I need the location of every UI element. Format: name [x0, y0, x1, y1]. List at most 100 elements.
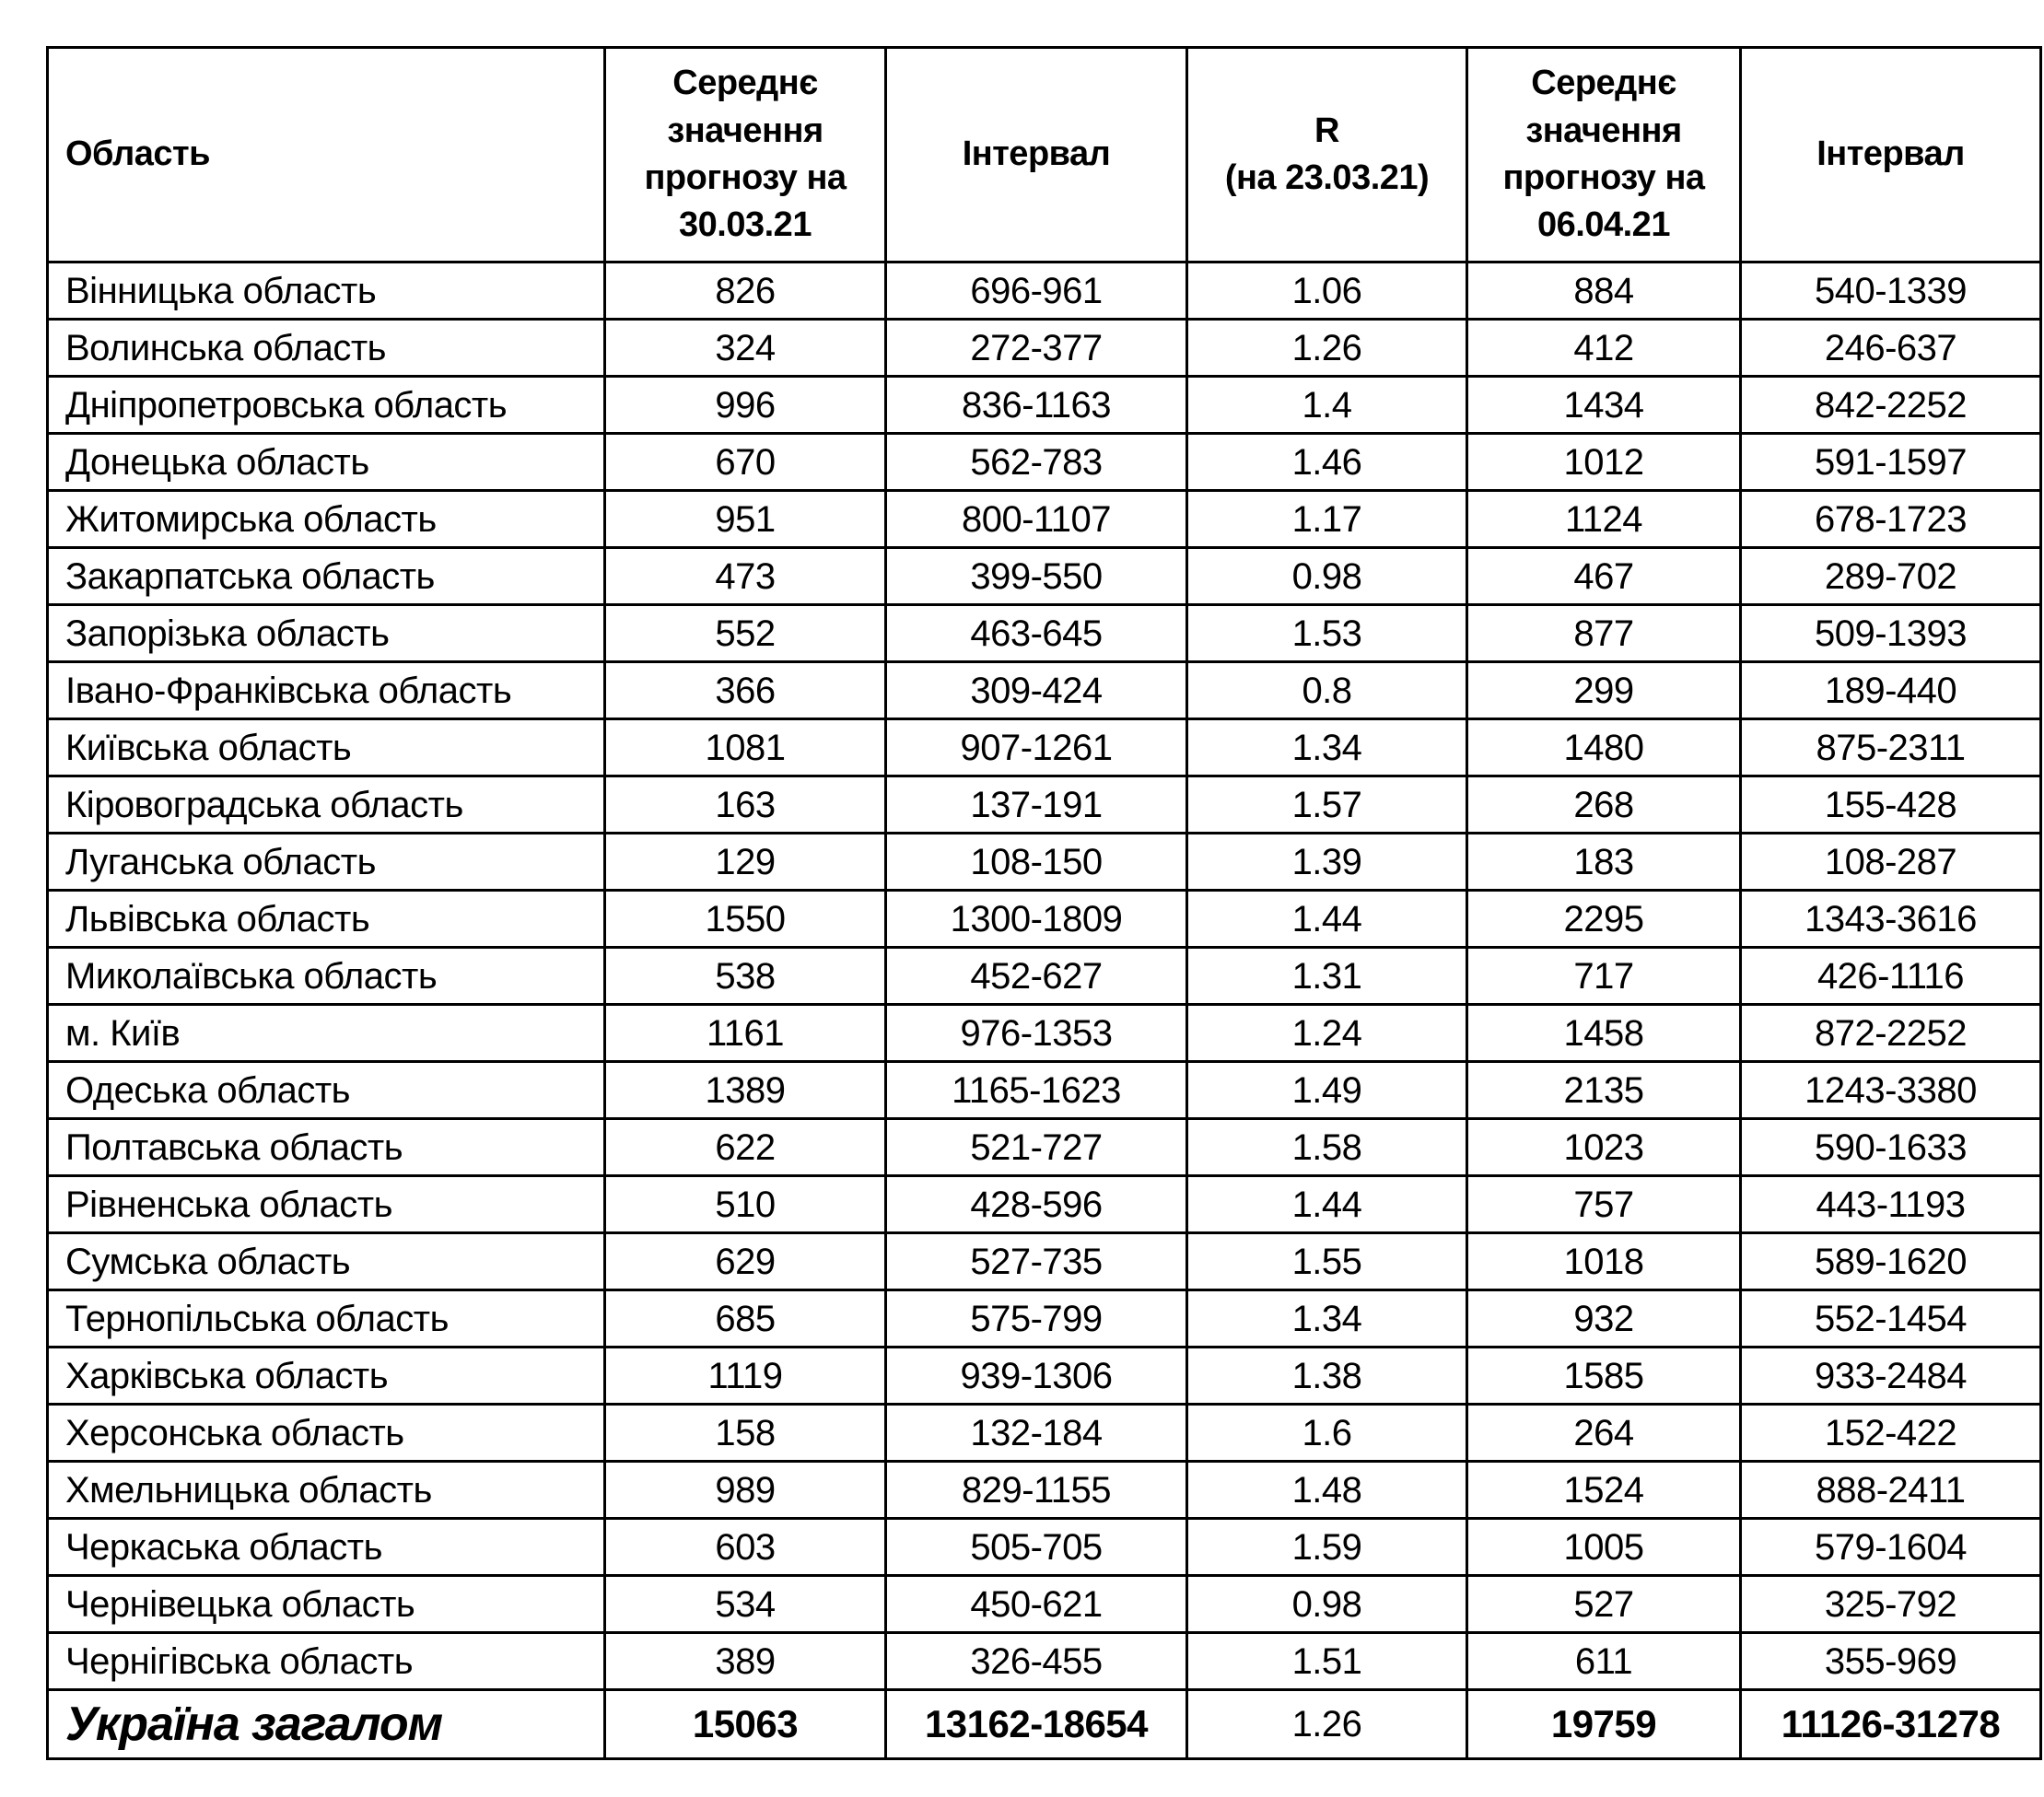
region-cell: Закарпатська область — [46, 546, 606, 606]
region-cell: Чернігівська область — [46, 1631, 606, 1691]
mean-30-03-cell: 163 — [603, 775, 887, 834]
table-row: Чернігівська область 389 326-455 1.51 611 355… — [46, 1631, 2042, 1691]
interval-06-04-cell: 108-287 — [1739, 832, 2042, 892]
mean-30-03-cell: 1119 — [603, 1346, 887, 1406]
interval-30-03-cell: 907-1261 — [884, 718, 1188, 777]
mean-30-03-cell: 510 — [603, 1174, 887, 1234]
mean-06-04-cell: 1124 — [1466, 489, 1742, 549]
region-cell: м. Київ — [46, 1003, 606, 1063]
interval-30-03-cell: 132-184 — [884, 1403, 1188, 1463]
mean-06-04-cell: 1585 — [1466, 1346, 1742, 1406]
mean-06-04-cell: 1023 — [1466, 1117, 1742, 1177]
region-cell: Київська область — [46, 718, 606, 777]
mean-06-04-cell: 611 — [1466, 1631, 1742, 1691]
table-row: Львівська область 1550 1300-1809 1.44 2295 13… — [46, 889, 2042, 949]
interval-06-04-cell: 443-1193 — [1739, 1174, 2042, 1234]
interval-06-04-cell: 289-702 — [1739, 546, 2042, 606]
mean-30-03-cell: 473 — [603, 546, 887, 606]
interval-30-03-cell: 829-1155 — [884, 1460, 1188, 1520]
mean-30-03-cell: 552 — [603, 603, 887, 663]
mean-30-03-cell: 534 — [603, 1574, 887, 1634]
interval-06-04-cell: 589-1620 — [1739, 1231, 2042, 1291]
r-value-cell: 1.48 — [1186, 1460, 1468, 1520]
mean-06-04-cell: 1018 — [1466, 1231, 1742, 1291]
interval-30-03-cell: 463-645 — [884, 603, 1188, 663]
interval-30-03-cell: 428-596 — [884, 1174, 1188, 1234]
table-row: Івано-Франківська область 366 309-424 0.8 29… — [46, 660, 2042, 720]
interval-06-04-cell: 540-1339 — [1739, 261, 2042, 321]
table-row: Тернопільська область 685 575-799 1.34 932 55… — [46, 1289, 2042, 1348]
interval-30-03-cell: 309-424 — [884, 660, 1188, 720]
interval-30-03-cell: 836-1163 — [884, 375, 1188, 435]
table-row: Дніпропетровська область 996 836-1163 1.4 14… — [46, 375, 2042, 435]
mean-06-04-cell: 932 — [1466, 1289, 1742, 1348]
interval-30-03-cell: 326-455 — [884, 1631, 1188, 1691]
mean-30-03-cell: 951 — [603, 489, 887, 549]
mean-06-04-cell: 2135 — [1466, 1060, 1742, 1120]
interval-30-03-cell: 1300-1809 — [884, 889, 1188, 949]
interval-30-03-cell: 137-191 — [884, 775, 1188, 834]
mean-06-04-cell: 467 — [1466, 546, 1742, 606]
mean-06-04-cell: 717 — [1466, 946, 1742, 1006]
interval-30-03-cell: 450-621 — [884, 1574, 1188, 1634]
region-cell: Львівська область — [46, 889, 606, 949]
region-cell: Одеська область — [46, 1060, 606, 1120]
region-cell: Житомирська область — [46, 489, 606, 549]
total-interval-06-04-cell: 11126-31278 — [1739, 1688, 2042, 1760]
interval-30-03-cell: 272-377 — [884, 318, 1188, 378]
table-row: Запорізька область 552 463-645 1.53 877 509-1… — [46, 603, 2042, 663]
table-row: Київська область 1081 907-1261 1.34 1480 875-… — [46, 718, 2042, 777]
r-value-cell: 1.44 — [1186, 889, 1468, 949]
r-value-cell: 1.44 — [1186, 1174, 1468, 1234]
interval-06-04-cell: 678-1723 — [1739, 489, 2042, 549]
region-cell: Херсонська область — [46, 1403, 606, 1463]
mean-06-04-cell: 1458 — [1466, 1003, 1742, 1063]
region-cell: Волинська область — [46, 318, 606, 378]
table-row: Миколаївська область 538 452-627 1.31 717 426… — [46, 946, 2042, 1006]
mean-06-04-cell: 1005 — [1466, 1517, 1742, 1577]
region-cell: Луганська область — [46, 832, 606, 892]
mean-06-04-cell: 2295 — [1466, 889, 1742, 949]
total-mean-30-03-cell: 15063 — [603, 1688, 887, 1760]
mean-06-04-cell: 877 — [1466, 603, 1742, 663]
table-row: Житомирська область 951 800-1107 1.17 1124 67… — [46, 489, 2042, 549]
interval-06-04-cell: 189-440 — [1739, 660, 2042, 720]
r-value-cell: 1.59 — [1186, 1517, 1468, 1577]
mean-06-04-cell: 757 — [1466, 1174, 1742, 1234]
interval-06-04-cell: 591-1597 — [1739, 432, 2042, 492]
mean-06-04-cell: 1012 — [1466, 432, 1742, 492]
mean-06-04-cell: 264 — [1466, 1403, 1742, 1463]
r-value-cell: 1.26 — [1186, 318, 1468, 378]
interval-06-04-cell: 1343-3616 — [1739, 889, 2042, 949]
region-cell: Сумська область — [46, 1231, 606, 1291]
mean-30-03-cell: 158 — [603, 1403, 887, 1463]
r-value-cell: 1.58 — [1186, 1117, 1468, 1177]
interval-06-04-cell: 1243-3380 — [1739, 1060, 2042, 1120]
table-row: м. Київ 1161 976-1353 1.24 1458 872-2252 — [46, 1003, 2042, 1063]
total-interval-30-03-cell: 13162-18654 — [884, 1688, 1188, 1760]
interval-06-04-cell: 579-1604 — [1739, 1517, 2042, 1577]
mean-30-03-cell: 826 — [603, 261, 887, 321]
table-row: Сумська область 629 527-735 1.55 1018 589-162… — [46, 1231, 2042, 1291]
mean-30-03-cell: 622 — [603, 1117, 887, 1177]
table-row: Черкаська область 603 505-705 1.59 1005 579-1… — [46, 1517, 2042, 1577]
interval-30-03-cell: 575-799 — [884, 1289, 1188, 1348]
interval-06-04-cell: 552-1454 — [1739, 1289, 2042, 1348]
mean-06-04-cell: 299 — [1466, 660, 1742, 720]
header-row: Область Середнє значення прогнозу на 30.… — [46, 46, 2042, 263]
region-cell: Миколаївська область — [46, 946, 606, 1006]
mean-30-03-cell: 989 — [603, 1460, 887, 1520]
r-value-cell: 1.39 — [1186, 832, 1468, 892]
r-value-cell: 1.57 — [1186, 775, 1468, 834]
header-interval-1: Інтервал — [884, 46, 1188, 263]
table-row: Закарпатська область 473 399-550 0.98 467 289… — [46, 546, 2042, 606]
mean-30-03-cell: 389 — [603, 1631, 887, 1691]
table-row: Волинська область 324 272-377 1.26 412 246-63… — [46, 318, 2042, 378]
r-value-cell: 0.8 — [1186, 660, 1468, 720]
header-mean-06-04: Середнє значення прогнозу на 06.04.21 — [1466, 46, 1742, 263]
interval-06-04-cell: 872-2252 — [1739, 1003, 2042, 1063]
table-row: Чернівецька область 534 450-621 0.98 527 325-… — [46, 1574, 2042, 1634]
mean-30-03-cell: 324 — [603, 318, 887, 378]
table-row: Кіровоградська область 163 137-191 1.57 268 1… — [46, 775, 2042, 834]
